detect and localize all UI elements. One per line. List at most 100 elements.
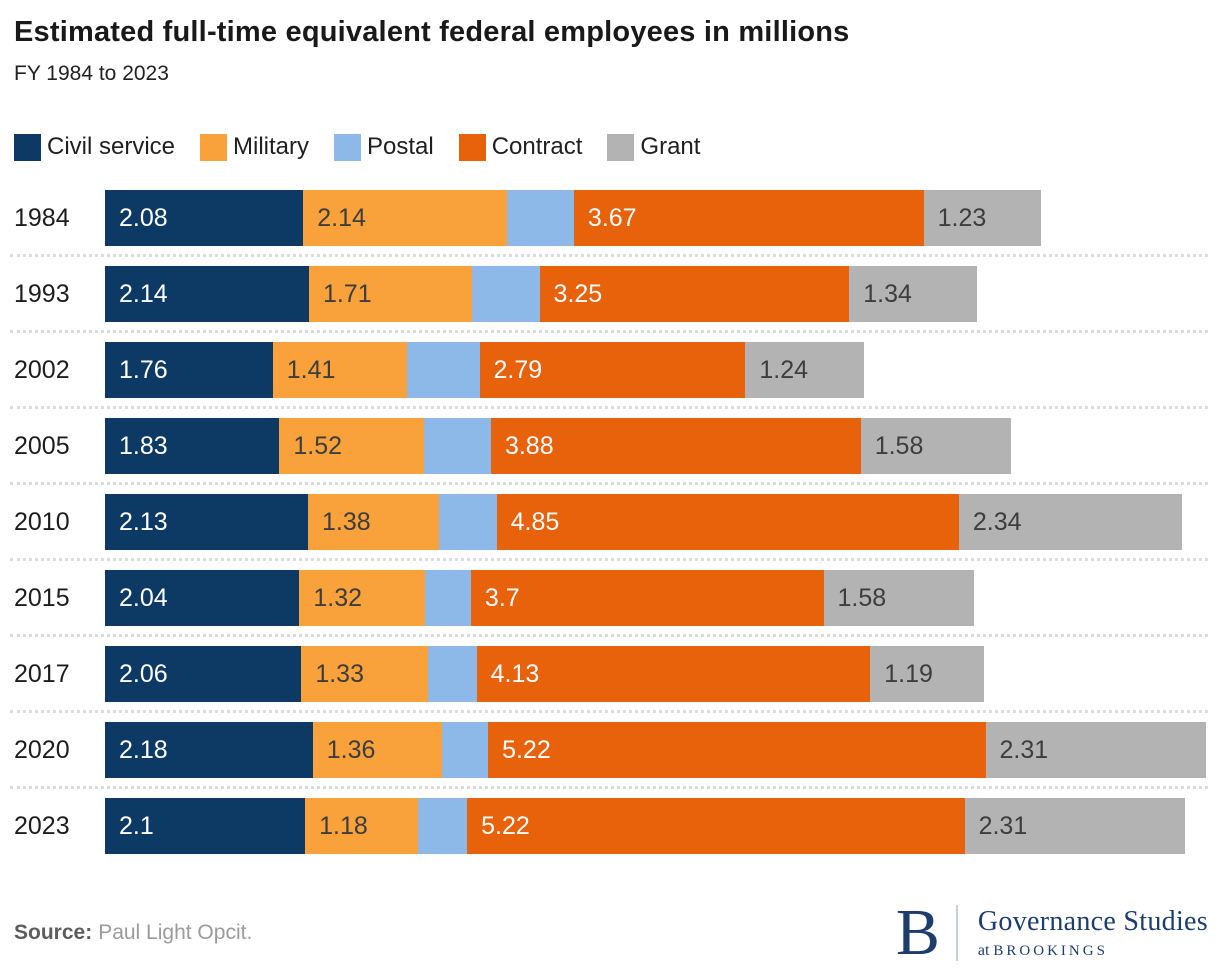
segment-civil-service: 2.04 bbox=[105, 570, 300, 626]
legend-label: Civil service bbox=[47, 133, 176, 160]
year-label: 2002 bbox=[14, 355, 70, 384]
segment-value-label: 4.85 bbox=[510, 507, 560, 536]
bar-1993: 2.14 1.71 3.25 1.34 bbox=[105, 266, 977, 322]
legend-label: Contract bbox=[491, 133, 583, 160]
segment-grant: 1.19 bbox=[870, 646, 984, 702]
legend-swatch bbox=[14, 133, 41, 161]
segment-civil-service: 1.76 bbox=[105, 342, 273, 398]
segment-military: 1.71 bbox=[308, 266, 472, 322]
legend-swatch bbox=[200, 133, 228, 161]
segment-postal bbox=[417, 798, 468, 854]
segment-value-label: 2.18 bbox=[119, 735, 168, 764]
segment-value-label: 3.67 bbox=[587, 203, 637, 232]
legend-item-civil-service: Civil service bbox=[14, 133, 175, 161]
year-label: 1984 bbox=[14, 203, 70, 232]
source-text: Paul Light Opcit. bbox=[98, 921, 253, 944]
segment-value-label: 1.41 bbox=[286, 355, 336, 384]
segment-grant: 1.24 bbox=[745, 342, 864, 398]
segment-civil-service: 2.13 bbox=[105, 494, 308, 550]
segment-postal bbox=[471, 266, 540, 322]
segment-contract: 3.88 bbox=[490, 418, 861, 474]
segment-postal bbox=[507, 190, 574, 246]
segment-value-label: 2.31 bbox=[978, 811, 1028, 840]
bar-2017: 2.06 1.33 4.13 1.19 bbox=[105, 646, 984, 702]
year-label: 1993 bbox=[14, 279, 70, 308]
segment-value-label: 2.13 bbox=[119, 507, 168, 536]
segment-civil-service: 2.08 bbox=[105, 190, 304, 246]
stacked-bar-chart: 1984 2.08 2.14 3.67 1.23 1993 2.14 1.71 3.25 1.34… bbox=[10, 190, 1208, 854]
segment-civil-service: 2.06 bbox=[105, 646, 302, 702]
legend-swatch bbox=[334, 133, 362, 161]
segment-postal bbox=[428, 646, 477, 702]
segment-value-label: 3.7 bbox=[484, 583, 520, 612]
segment-grant: 2.31 bbox=[964, 798, 1185, 854]
year-label: 2005 bbox=[14, 431, 70, 460]
logo-text: Governance Studies at BROOKINGS bbox=[978, 906, 1208, 960]
segment-contract: 3.7 bbox=[470, 570, 824, 626]
segment-value-label: 1.71 bbox=[322, 279, 372, 308]
segment-value-label: 5.22 bbox=[481, 811, 530, 840]
segment-value-label: 4.13 bbox=[490, 659, 540, 688]
segment-value-label: 5.22 bbox=[502, 735, 551, 764]
segment-value-label: 2.34 bbox=[972, 507, 1022, 536]
segment-value-label: 2.79 bbox=[493, 355, 543, 384]
legend-label: Grant bbox=[640, 133, 701, 160]
year-label: 2017 bbox=[14, 659, 70, 688]
chart-subtitle: FY 1984 to 2023 bbox=[14, 62, 169, 85]
segment-value-label: 1.76 bbox=[119, 355, 168, 384]
segment-military: 1.32 bbox=[299, 570, 426, 626]
year-label: 2015 bbox=[14, 583, 70, 612]
logo-org-subtitle: at BROOKINGS bbox=[978, 942, 1208, 960]
segment-military: 1.18 bbox=[305, 798, 418, 854]
segment-value-label: 1.36 bbox=[326, 735, 376, 764]
chart-row-2010: 2010 2.13 1.38 4.85 2.34 bbox=[10, 494, 1208, 570]
legend-item-contract: Contract bbox=[458, 133, 583, 161]
segment-value-label: 2.14 bbox=[119, 279, 168, 308]
segment-military: 1.33 bbox=[301, 646, 429, 702]
bar-2020: 2.18 1.36 5.22 2.31 bbox=[105, 722, 1206, 778]
segment-contract: 5.22 bbox=[488, 722, 986, 778]
segment-value-label: 1.38 bbox=[321, 507, 371, 536]
year-label: 2010 bbox=[14, 507, 70, 536]
segment-value-label: 1.33 bbox=[315, 659, 364, 688]
segment-value-label: 3.88 bbox=[504, 431, 554, 460]
segment-value-label: 1.19 bbox=[884, 659, 933, 688]
segment-military: 2.14 bbox=[303, 190, 508, 246]
segment-contract: 3.25 bbox=[539, 266, 850, 322]
bar-2015: 2.04 1.32 3.7 1.58 bbox=[105, 570, 975, 626]
segment-contract: 3.67 bbox=[573, 190, 924, 246]
segment-value-label: 1.52 bbox=[293, 431, 343, 460]
bar-2005: 1.83 1.52 3.88 1.58 bbox=[105, 418, 1012, 474]
segment-postal bbox=[442, 722, 489, 778]
segment-value-label: 1.18 bbox=[319, 811, 368, 840]
logo-divider bbox=[955, 905, 958, 961]
footer: Source: Paul Light Opcit. B Governance St… bbox=[14, 900, 1208, 966]
chart-row-2023: 2023 2.1 1.18 5.22 2.31 bbox=[14, 798, 1208, 854]
segment-contract: 4.85 bbox=[496, 494, 959, 550]
segment-military: 1.38 bbox=[307, 494, 440, 550]
segment-value-label: 1.34 bbox=[863, 279, 912, 308]
segment-grant: 1.34 bbox=[849, 266, 977, 322]
legend: Civil service Military Postal Contract Grant bbox=[14, 133, 1208, 161]
segment-postal bbox=[407, 342, 480, 398]
bar-2023: 2.1 1.18 5.22 2.31 bbox=[105, 798, 1185, 854]
chart-row-2015: 2015 2.04 1.32 3.7 1.58 bbox=[10, 570, 1208, 646]
segment-civil-service: 2.14 bbox=[105, 266, 309, 322]
segment-contract: 5.22 bbox=[467, 798, 965, 854]
segment-value-label: 2.1 bbox=[119, 811, 154, 840]
legend-item-grant: Grant bbox=[607, 133, 700, 161]
segment-value-label: 1.32 bbox=[313, 583, 363, 612]
segment-value-label: 2.31 bbox=[999, 735, 1049, 764]
segment-grant: 2.31 bbox=[985, 722, 1206, 778]
segment-value-label: 2.04 bbox=[119, 583, 168, 612]
logo-sub-name: BROOKINGS bbox=[993, 943, 1108, 959]
segment-postal bbox=[425, 570, 471, 626]
year-label: 2020 bbox=[14, 735, 70, 764]
legend-swatch bbox=[458, 133, 486, 161]
segment-value-label: 3.25 bbox=[553, 279, 603, 308]
legend-label: Postal bbox=[367, 133, 434, 160]
segment-value-label: 1.58 bbox=[874, 431, 924, 460]
chart-row-2017: 2017 2.06 1.33 4.13 1.19 bbox=[10, 646, 1208, 722]
segment-civil-service: 2.18 bbox=[105, 722, 313, 778]
segment-value-label: 2.14 bbox=[317, 203, 366, 232]
